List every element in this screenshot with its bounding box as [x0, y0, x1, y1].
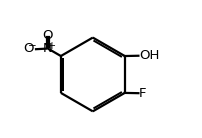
- Text: F: F: [139, 87, 147, 100]
- Text: OH: OH: [139, 49, 159, 62]
- Text: O: O: [43, 29, 53, 42]
- Text: N: N: [43, 42, 53, 55]
- Text: −: −: [28, 41, 36, 51]
- Text: +: +: [47, 40, 55, 51]
- Text: O: O: [23, 42, 34, 55]
